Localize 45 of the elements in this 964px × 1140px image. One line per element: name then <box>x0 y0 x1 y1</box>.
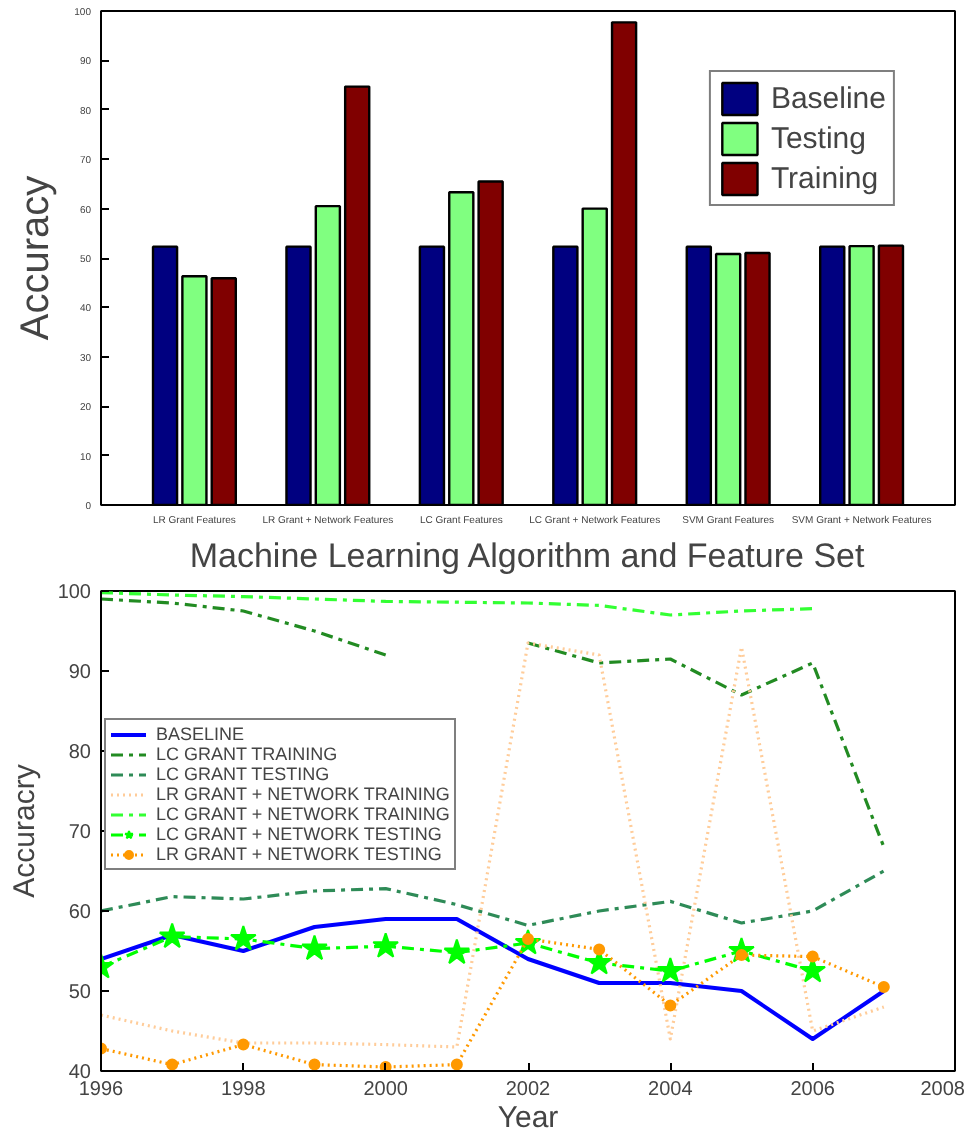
point <box>593 943 606 956</box>
point <box>301 934 328 961</box>
y-tick-label: 80 <box>68 742 92 764</box>
y-tick-label: 60 <box>68 902 92 924</box>
point <box>656 957 684 983</box>
x-tick-label: 1996 <box>78 1079 125 1101</box>
x-axis-title: Machine Learning Algorithm and Feature Set <box>189 537 865 575</box>
x-axis-title: Year <box>497 1101 559 1135</box>
point <box>877 981 890 993</box>
y-axis-title: Accuracy <box>14 175 59 341</box>
line-series <box>101 641 886 1049</box>
x-tick-label: 2002 <box>505 1079 552 1101</box>
y-tick-label: 90 <box>68 662 92 684</box>
point <box>229 925 257 951</box>
line-series <box>101 591 815 617</box>
point <box>237 1038 250 1051</box>
line-series <box>101 869 886 927</box>
y-tick-label: 40 <box>68 1062 92 1084</box>
x-tick-label: 2006 <box>790 1079 836 1101</box>
point <box>308 1058 321 1071</box>
y-tick-label: 50 <box>68 982 92 1004</box>
x-tick-label: 1998 <box>221 1079 267 1101</box>
legend-label: Testing <box>770 120 866 156</box>
point <box>450 1058 463 1071</box>
point <box>158 922 186 949</box>
legend-label: LC GRANT TESTING <box>156 764 330 784</box>
x-tick-label: 2004 <box>648 1079 694 1101</box>
y-axis-title: Accuracry <box>7 763 42 898</box>
legend-label: LC GRANT + NETWORK TESTING <box>156 824 442 844</box>
legend-label: LC GRANT + NETWORK TRAINING <box>156 804 450 824</box>
point <box>166 1058 179 1071</box>
y-tick-label: 100 <box>57 582 92 604</box>
point <box>443 938 471 965</box>
legend-label: Baseline <box>770 80 886 116</box>
point <box>806 950 819 963</box>
y-tick-label: 70 <box>68 822 92 844</box>
legend-label: LR GRANT + NETWORK TESTING <box>156 844 442 864</box>
point <box>372 932 400 958</box>
x-tick-label: 2000 <box>363 1079 409 1101</box>
legend-label: BASELINE <box>156 724 245 744</box>
legend-label: Training <box>770 160 879 196</box>
legend-label: LC GRANT TRAINING <box>156 744 338 764</box>
legend-label: LR GRANT + NETWORK TRAINING <box>156 784 450 804</box>
x-tick-label: 2008 <box>920 1079 964 1101</box>
point <box>664 999 677 1012</box>
